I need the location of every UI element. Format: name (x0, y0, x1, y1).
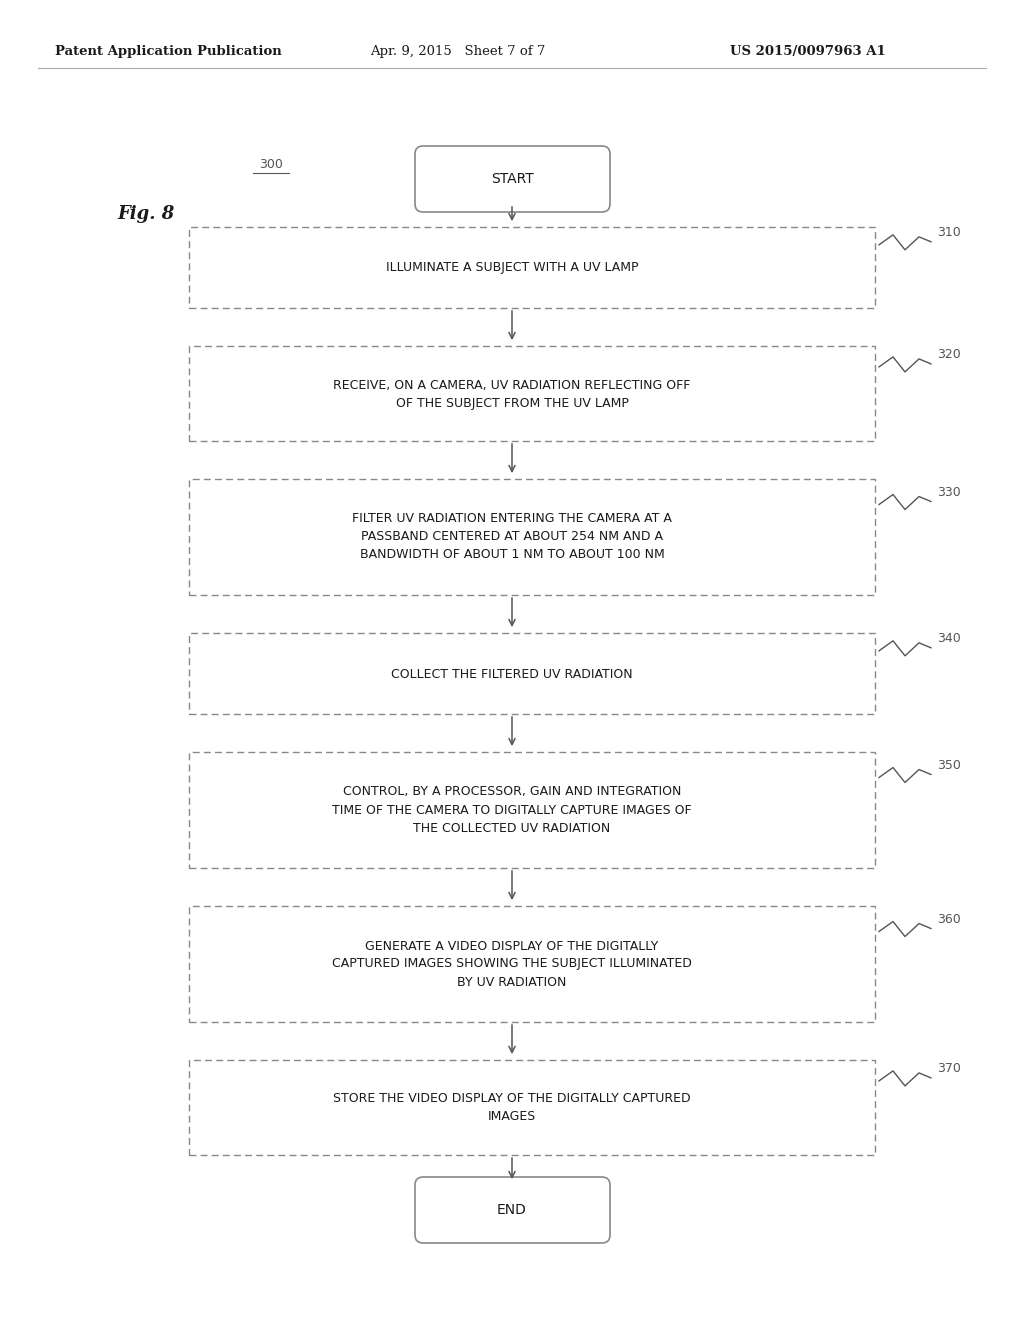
Text: RECEIVE, ON A CAMERA, UV RADIATION REFLECTING OFF
OF THE SUBJECT FROM THE UV LAM: RECEIVE, ON A CAMERA, UV RADIATION REFLE… (334, 379, 690, 409)
FancyBboxPatch shape (189, 906, 874, 1022)
Text: CONTROL, BY A PROCESSOR, GAIN AND INTEGRATION
TIME OF THE CAMERA TO DIGITALLY CA: CONTROL, BY A PROCESSOR, GAIN AND INTEGR… (332, 785, 692, 834)
Text: 350: 350 (937, 759, 961, 772)
Text: 300: 300 (259, 158, 283, 172)
Text: END: END (497, 1203, 527, 1217)
Text: 330: 330 (937, 486, 961, 499)
Text: 360: 360 (937, 913, 961, 927)
Text: US 2015/0097963 A1: US 2015/0097963 A1 (730, 45, 886, 58)
Text: STORE THE VIDEO DISPLAY OF THE DIGITALLY CAPTURED
IMAGES: STORE THE VIDEO DISPLAY OF THE DIGITALLY… (333, 1093, 691, 1123)
FancyBboxPatch shape (189, 1060, 874, 1155)
FancyBboxPatch shape (189, 479, 874, 595)
Text: GENERATE A VIDEO DISPLAY OF THE DIGITALLY
CAPTURED IMAGES SHOWING THE SUBJECT IL: GENERATE A VIDEO DISPLAY OF THE DIGITALL… (332, 940, 692, 989)
Text: 370: 370 (937, 1063, 961, 1076)
Text: 320: 320 (937, 348, 961, 362)
Text: COLLECT THE FILTERED UV RADIATION: COLLECT THE FILTERED UV RADIATION (391, 668, 633, 681)
Text: FILTER UV RADIATION ENTERING THE CAMERA AT A
PASSBAND CENTERED AT ABOUT 254 NM A: FILTER UV RADIATION ENTERING THE CAMERA … (352, 512, 672, 561)
Text: 310: 310 (937, 226, 961, 239)
Text: START: START (490, 172, 534, 186)
FancyBboxPatch shape (415, 147, 610, 213)
Text: 340: 340 (937, 632, 961, 645)
Text: Patent Application Publication: Patent Application Publication (55, 45, 282, 58)
Text: Fig. 8: Fig. 8 (117, 205, 174, 223)
FancyBboxPatch shape (415, 1177, 610, 1243)
FancyBboxPatch shape (189, 346, 874, 441)
Text: Apr. 9, 2015   Sheet 7 of 7: Apr. 9, 2015 Sheet 7 of 7 (370, 45, 546, 58)
FancyBboxPatch shape (189, 752, 874, 869)
FancyBboxPatch shape (189, 634, 874, 714)
FancyBboxPatch shape (189, 227, 874, 308)
Text: ILLUMINATE A SUBJECT WITH A UV LAMP: ILLUMINATE A SUBJECT WITH A UV LAMP (386, 261, 638, 275)
